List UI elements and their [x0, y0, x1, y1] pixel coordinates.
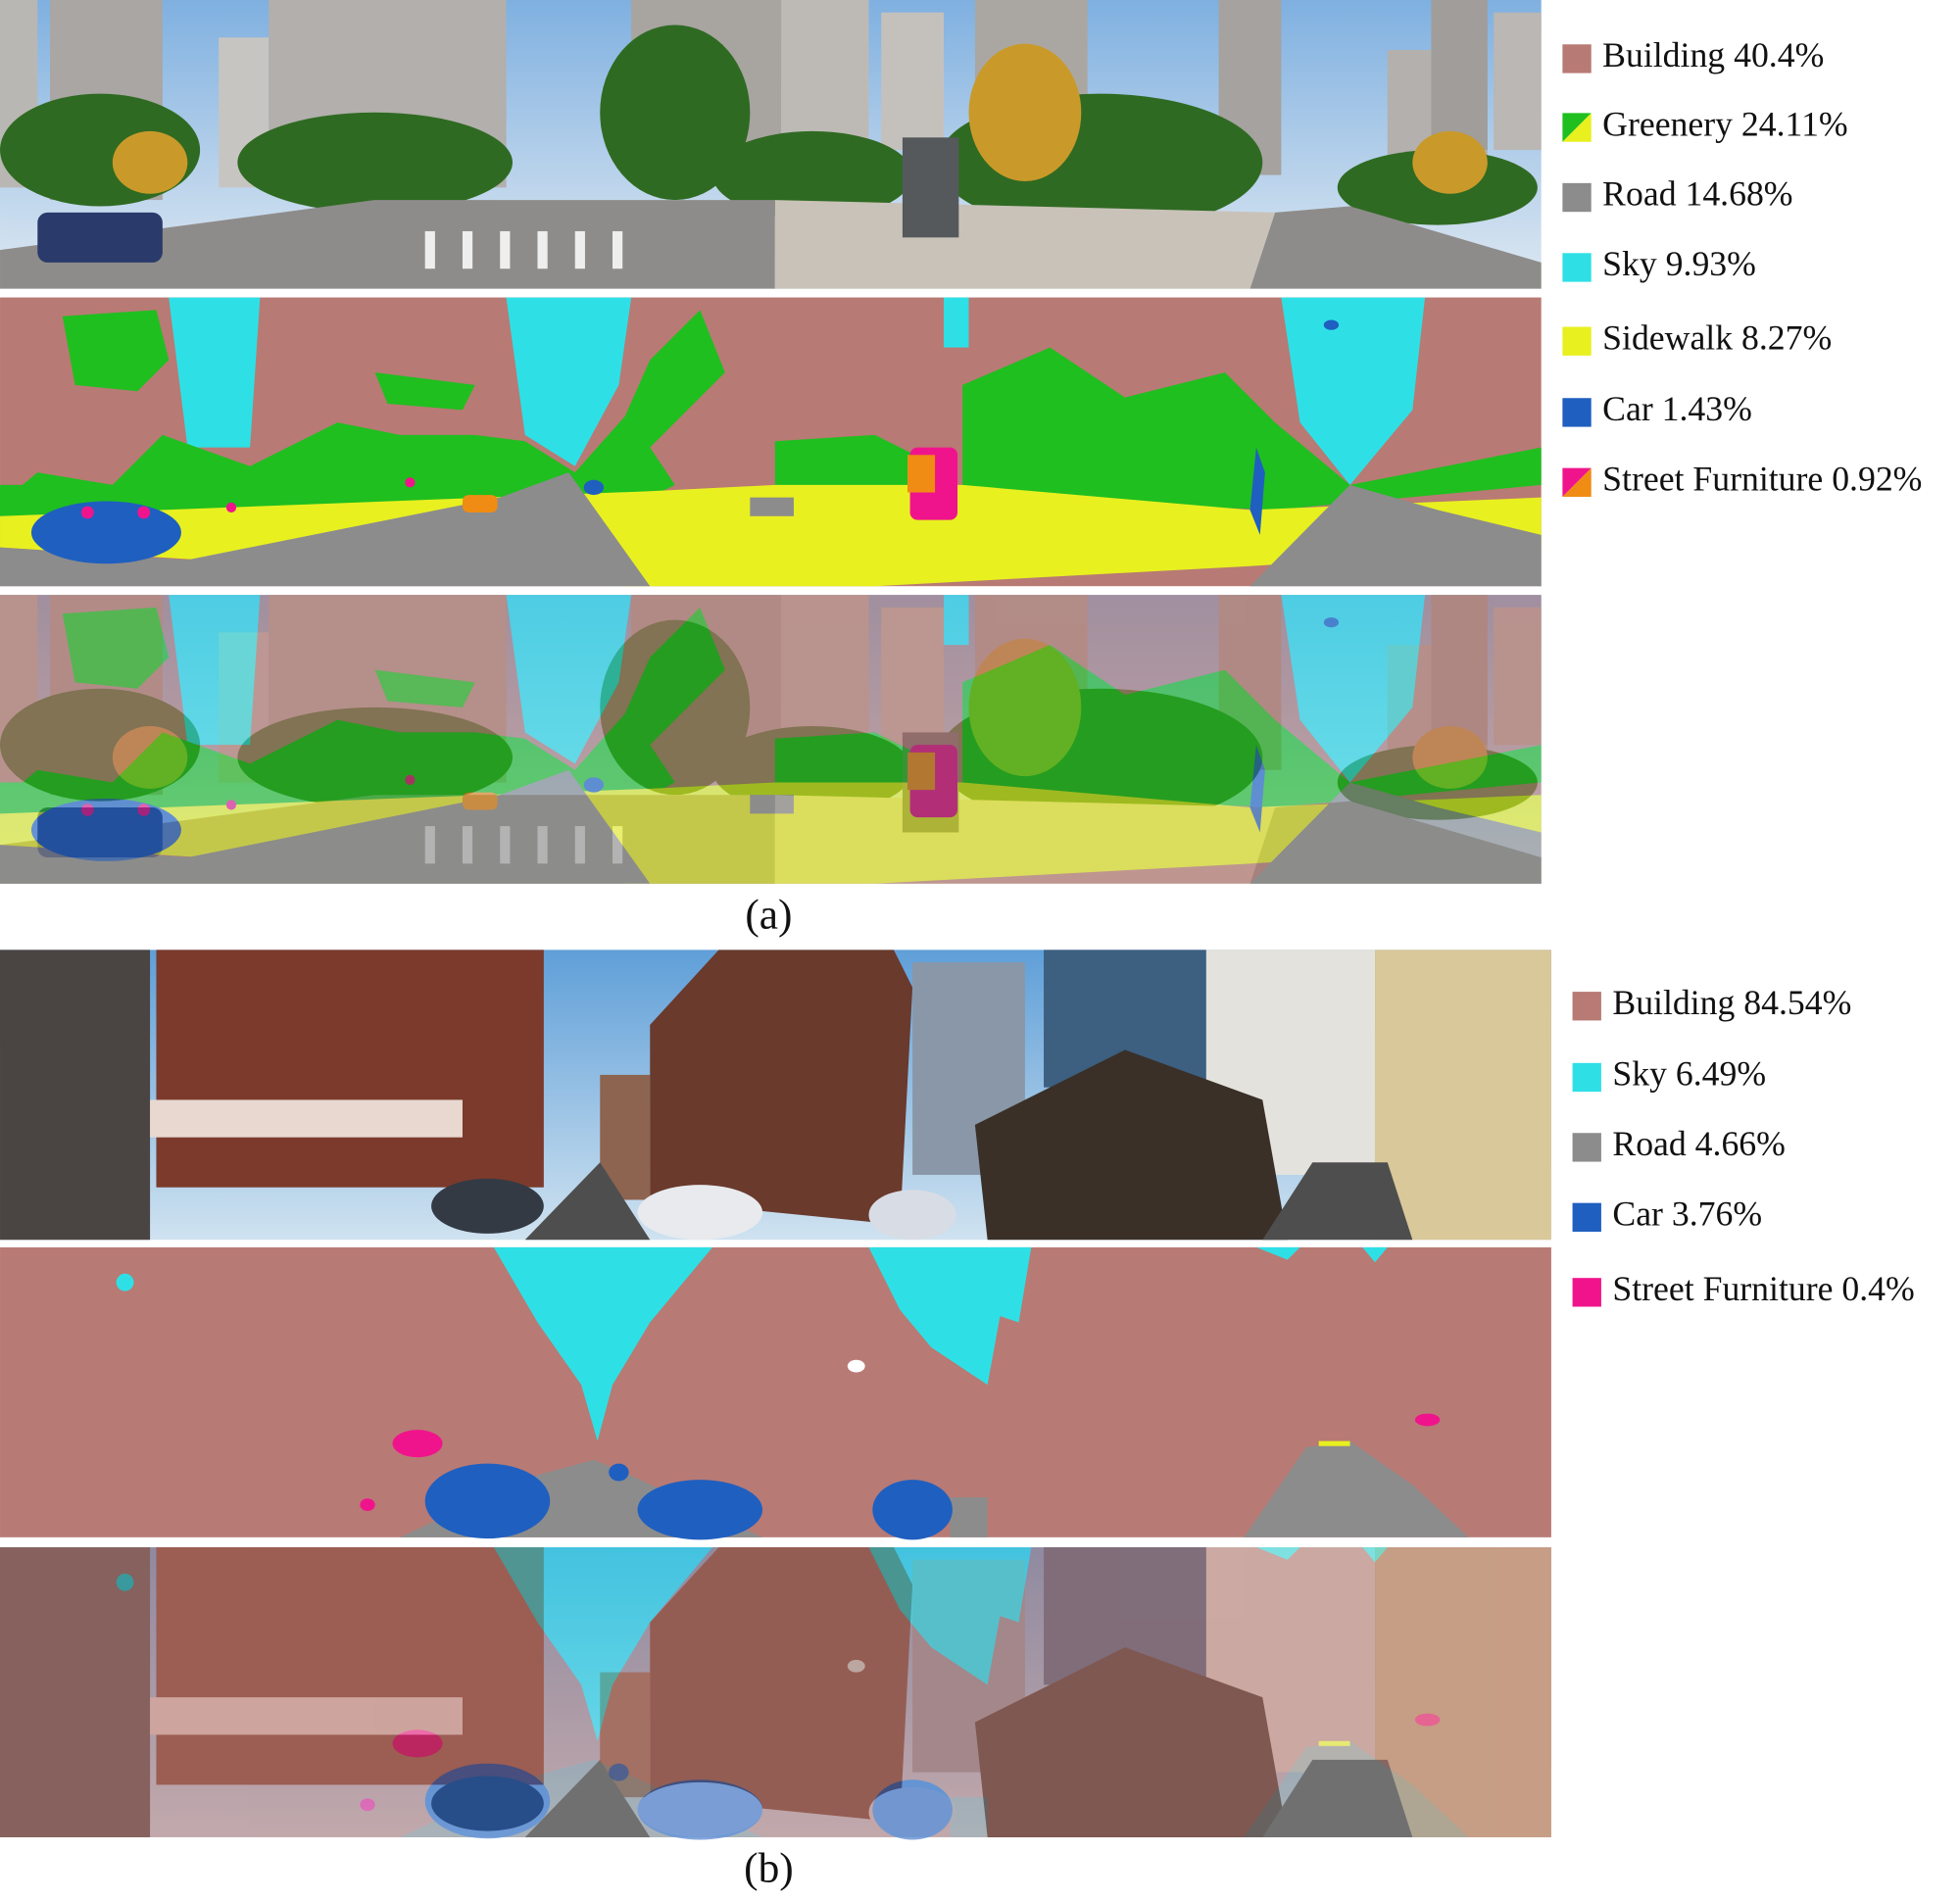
- legend-label: Street Furniture 0.4%: [1612, 1269, 1914, 1308]
- legend-swatch: [1562, 44, 1592, 73]
- legend-swatch: [1572, 992, 1601, 1021]
- legend-label: Building 84.54%: [1612, 983, 1851, 1022]
- legend-swatch: [1562, 113, 1592, 142]
- segmentation-map: [0, 1246, 1551, 1540]
- overlay: [0, 595, 1542, 884]
- photo: [0, 0, 1542, 289]
- legend-swatch: [1562, 398, 1592, 427]
- legend-label: Building 40.4%: [1602, 35, 1824, 74]
- legend-label: Car 3.76%: [1612, 1194, 1762, 1234]
- caption: (b): [744, 1845, 794, 1892]
- photo: [0, 950, 1551, 1241]
- caption: (a): [745, 891, 792, 938]
- legend-swatch: [1562, 182, 1592, 213]
- legend-label: Road 4.66%: [1612, 1124, 1786, 1163]
- legend-swatch: [1572, 1202, 1601, 1232]
- legend-label: Greenery 24.11%: [1602, 104, 1847, 143]
- legend-swatch: [1572, 1278, 1601, 1307]
- legend-label: Road 14.68%: [1602, 174, 1792, 214]
- legend-swatch: [1572, 1062, 1601, 1093]
- legend-label: Car 1.43%: [1602, 389, 1752, 428]
- segmentation-map: [0, 297, 1542, 587]
- legend-swatch: [1562, 326, 1592, 356]
- legend-label: Sky 6.49%: [1612, 1054, 1766, 1094]
- legend-label: Sky 9.93%: [1602, 244, 1756, 283]
- legend-swatch: [1562, 467, 1592, 498]
- legend-swatch: [1572, 1133, 1601, 1162]
- legend-label: Street Furniture 0.92%: [1602, 460, 1922, 499]
- legend-swatch: [1562, 253, 1592, 282]
- panel-a-images: [0, 0, 1542, 884]
- overlay: [0, 1547, 1551, 1840]
- panel-b-images: [0, 950, 1551, 1840]
- legend-label: Sidewalk 8.27%: [1602, 317, 1832, 357]
